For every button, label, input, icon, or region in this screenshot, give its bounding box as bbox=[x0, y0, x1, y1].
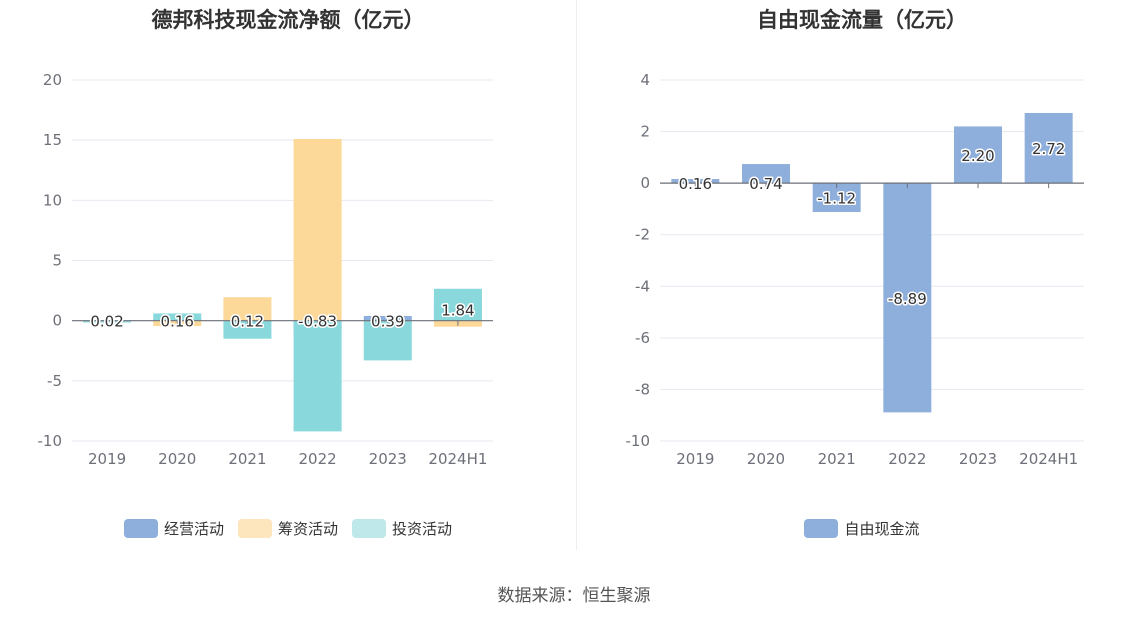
legend-item[interactable]: 自由现金流 bbox=[804, 518, 920, 539]
legend-label: 自由现金流 bbox=[844, 520, 920, 538]
x-tick-label: 2019 bbox=[676, 450, 714, 468]
y-tick-label: -4 bbox=[635, 277, 650, 295]
legend-label: 投资活动 bbox=[392, 520, 453, 538]
data-source-note: 数据来源：恒生聚源 bbox=[497, 586, 651, 606]
bar-投资活动-2022 bbox=[293, 320, 342, 432]
data-label: 0.12 bbox=[231, 313, 264, 331]
x-tick-label: 2021 bbox=[818, 450, 856, 468]
bar-筹资活动-2021 bbox=[223, 297, 272, 321]
y-tick-label: -10 bbox=[38, 432, 63, 450]
y-tick-label: -5 bbox=[47, 372, 62, 390]
data-label: 1.84 bbox=[441, 302, 474, 320]
y-tick-label: 20 bbox=[43, 71, 62, 89]
bar-自由现金流-2019 bbox=[671, 179, 720, 184]
legend-swatch bbox=[237, 519, 272, 538]
chart-title: 自由现金流量（亿元） bbox=[757, 8, 967, 32]
data-label: 2.72 bbox=[1032, 140, 1065, 158]
x-tick-label: 2019 bbox=[88, 450, 126, 468]
y-tick-label: 0 bbox=[640, 174, 650, 192]
x-tick-label: 2022 bbox=[888, 450, 926, 468]
legend-swatch bbox=[123, 519, 158, 538]
free-cashflow-chart-panel: 自由现金流量（亿元） 4 2 0 -2 -4 -6 -8 -10 2019 2020 2021 202… bbox=[576, 0, 1148, 560]
x-tick-label: 2020 bbox=[158, 450, 196, 468]
legend-label: 筹资活动 bbox=[277, 520, 338, 538]
x-tick-label: 2024H1 bbox=[1019, 450, 1078, 468]
y-tick-label: 10 bbox=[43, 191, 62, 209]
y-tick-label: -6 bbox=[635, 329, 650, 347]
data-label: 0.16 bbox=[161, 313, 194, 331]
chart-legend: 经营活动 筹资活动 投资活动 bbox=[0, 518, 576, 539]
legend-item[interactable]: 经营活动 bbox=[123, 518, 224, 539]
y-tick-label: 5 bbox=[52, 252, 62, 270]
y-tick-label: -10 bbox=[626, 432, 651, 450]
y-tick-label: -8 bbox=[635, 380, 650, 398]
bar-投资活动-2021 bbox=[223, 320, 272, 339]
free-cashflow-chart: 4 2 0 -2 -4 -6 -8 -10 2019 2020 2021 2022 2023 2024H1… bbox=[626, 71, 1084, 468]
bar-自由现金流-2022 bbox=[883, 183, 932, 413]
legend-swatch bbox=[352, 519, 386, 538]
y-tick-label: 15 bbox=[43, 131, 62, 149]
data-label: 2.20 bbox=[961, 147, 994, 165]
data-label: 0.39 bbox=[371, 313, 404, 331]
bar-自由现金流-2023 bbox=[954, 126, 1002, 184]
bar-自由现金流-2020 bbox=[742, 164, 790, 184]
panel-divider bbox=[576, 0, 577, 550]
x-tick-label: 2024H1 bbox=[428, 450, 487, 468]
net-cashflow-chart: 20 15 10 5 0 -5 -10 2019 2020 2021 2022 2023 2024H1 0… bbox=[38, 71, 493, 468]
data-label: -0.83 bbox=[298, 313, 337, 331]
data-label: -8.89 bbox=[888, 290, 927, 308]
x-tick-label: 2023 bbox=[959, 450, 997, 468]
net-cashflow-chart-panel: 德邦科技现金流净额（亿元） 20 15 10 5 0 -5 -10 2019 2020 2021 2… bbox=[0, 0, 576, 560]
data-label: 0.74 bbox=[749, 175, 782, 193]
legend-item[interactable]: 投资活动 bbox=[352, 518, 452, 539]
x-tick-label: 2021 bbox=[228, 450, 266, 468]
bar-投资活动-2020 bbox=[153, 313, 202, 321]
bar-筹资活动-2022 bbox=[293, 138, 342, 321]
legend-swatch bbox=[804, 519, 839, 538]
x-tick-label: 2023 bbox=[369, 450, 407, 468]
data-label: 0.02 bbox=[90, 313, 123, 331]
bar-投资活动-2024H1 bbox=[433, 288, 482, 321]
bar-投资活动-2023 bbox=[363, 320, 412, 361]
x-tick-label: 2022 bbox=[298, 450, 336, 468]
y-tick-label: 4 bbox=[640, 71, 650, 89]
bar-经营活动-2023 bbox=[363, 315, 412, 321]
chart-title: 德邦科技现金流净额（亿元） bbox=[151, 8, 425, 32]
chart-legend: 自由现金流 bbox=[576, 518, 1148, 539]
legend-label: 经营活动 bbox=[163, 520, 224, 538]
x-tick-label: 2020 bbox=[747, 450, 785, 468]
data-label: -1.12 bbox=[817, 190, 856, 208]
legend-item[interactable]: 筹资活动 bbox=[237, 518, 338, 539]
bar-自由现金流-2024H1 bbox=[1024, 113, 1073, 184]
y-tick-label: 0 bbox=[52, 312, 62, 330]
y-tick-label: 2 bbox=[640, 123, 650, 141]
data-label: 0.16 bbox=[679, 175, 712, 193]
y-tick-label: -2 bbox=[635, 226, 650, 244]
